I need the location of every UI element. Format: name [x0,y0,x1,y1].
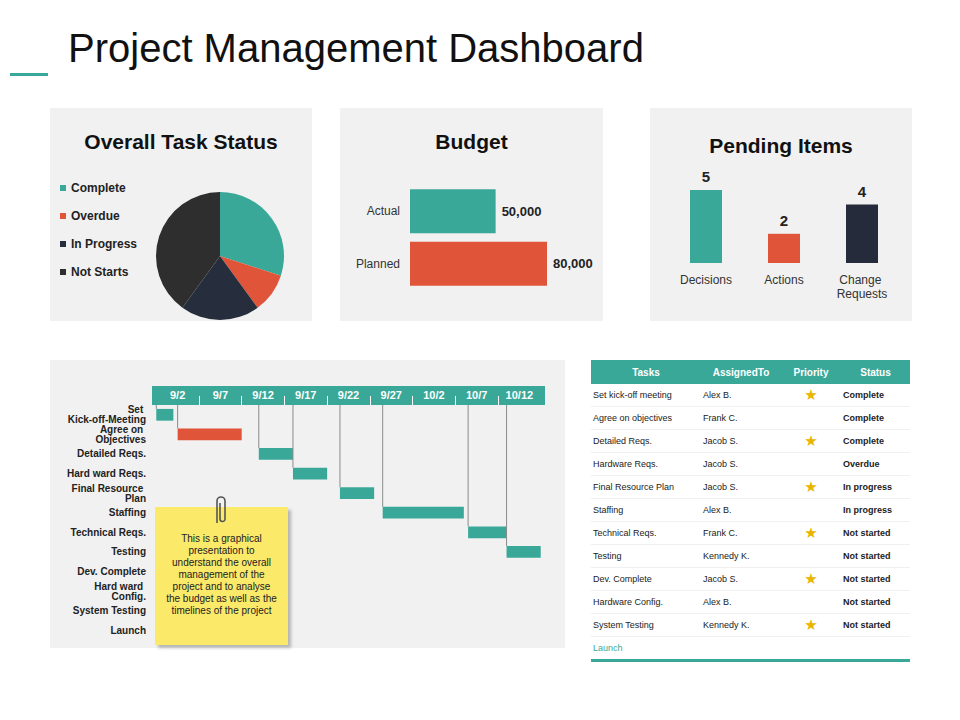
svg-text:In Progress: In Progress [71,237,137,251]
svg-text:80,000: 80,000 [553,256,593,271]
html-text:Not started: Not started [843,620,891,630]
html-text:Agree on objectives: Agree on objectives [593,413,673,423]
html-text:Dev. Complete: Dev. Complete [593,574,652,584]
svg-text:9/12: 9/12 [252,389,273,401]
svg-text:Technical Reqs.: Technical Reqs. [71,527,147,538]
html-text:In progress: In progress [843,482,892,492]
svg-text:Final Resource: Final Resource [71,482,146,494]
svg-text:Change: Change [839,273,884,287]
html-text:Jacob S.: Jacob S. [703,574,738,584]
html-text:AssignedTo: AssignedTo [712,366,770,378]
html-text:Priority: Priority [793,366,829,378]
html-text:Detailed Reqs.: Detailed Reqs. [593,436,652,446]
html-text:Alex B.: Alex B. [703,505,732,515]
html-text:System Testing: System Testing [593,620,654,630]
svg-text:Detailed Reqs.: Detailed Reqs. [77,448,146,459]
html-text:Not started: Not started [843,597,891,607]
svg-text:Actions: Actions [764,273,803,287]
html-text:This is a graphical presentati: This is a graphical presentation to unde… [166,533,277,616]
html-text:Tasks: Tasks [632,366,660,378]
svg-text:Hard ward: Hard ward [94,580,146,592]
html-text:Hardware Reqs.: Hardware Reqs. [593,459,658,469]
svg-text:Decisions: Decisions [680,273,732,287]
svg-text:Agree on: Agree on [99,423,146,435]
svg-text:50,000: 50,000 [502,204,542,219]
html-text:Project Management Dashboard: Project Management Dashboard [68,26,644,70]
svg-text:Plan: Plan [125,493,146,504]
html-text:Kennedy K.: Kennedy K. [703,551,750,561]
html-text:Final Resource Plan: Final Resource Plan [593,482,674,492]
svg-text:Overdue: Overdue [71,209,120,223]
svg-text:Not Starts: Not Starts [71,265,129,279]
html-text:Overall Task Status: Overall Task Status [84,130,278,153]
svg-text:9/2: 9/2 [170,389,185,401]
svg-text:System Testing: System Testing [73,605,146,616]
html-text:Launch: Launch [593,643,623,653]
svg-text:9/17: 9/17 [295,389,316,401]
svg-text:Dev. Complete: Dev. Complete [77,566,146,577]
html-text:Hardware Config.: Hardware Config. [593,597,663,607]
svg-text:Objectives: Objectives [95,434,146,445]
svg-text:Hard ward Reqs.: Hard ward Reqs. [67,468,146,479]
html-text:Complete: Complete [843,413,884,423]
html-text:Set kick-off meeting: Set kick-off meeting [593,390,672,400]
svg-text:Config.: Config. [112,591,147,602]
html-text:Pending Items: Pending Items [709,134,853,157]
html-text:Technical Reqs.: Technical Reqs. [593,528,657,538]
svg-text:Staffing: Staffing [109,507,146,518]
svg-text:Set: Set [127,404,146,416]
html-text:Budget: Budget [435,130,508,153]
html-text:Complete: Complete [843,390,884,400]
html-text:Not started: Not started [843,551,891,561]
svg-text:9/22: 9/22 [338,389,359,401]
html-text:In progress: In progress [843,505,892,515]
svg-text:Planned: Planned [356,257,400,271]
html-text:Complete: Complete [843,436,884,446]
svg-text:Complete: Complete [71,181,126,195]
html-text:Frank C.: Frank C. [703,528,738,538]
html-text:Alex B.: Alex B. [703,390,732,400]
html-text:Not started: Not started [843,528,891,538]
html-text:Testing: Testing [593,551,622,561]
html-text:Jacob S.: Jacob S. [703,459,738,469]
svg-text:10/7: 10/7 [466,389,487,401]
svg-text:Launch: Launch [110,625,146,636]
svg-text:Requests: Requests [837,287,888,301]
html-text:Kennedy K.: Kennedy K. [703,620,750,630]
svg-text:2: 2 [780,212,788,229]
html-text:Jacob S.: Jacob S. [703,436,738,446]
svg-text:4: 4 [858,183,867,200]
svg-text:10/2: 10/2 [423,389,444,401]
svg-text:Testing: Testing [111,546,146,557]
html-text:Not started: Not started [843,574,891,584]
html-text:Alex B.: Alex B. [703,597,732,607]
html-text:Overdue: Overdue [843,459,880,469]
svg-text:9/27: 9/27 [381,389,402,401]
svg-text:10/12: 10/12 [506,389,534,401]
html-text:Jacob S.: Jacob S. [703,482,738,492]
html-text:Frank C.: Frank C. [703,413,738,423]
svg-text:Kick-off-Meeting: Kick-off-Meeting [67,414,146,426]
html-text:Staffing: Staffing [593,505,624,515]
svg-text:Actual: Actual [367,204,400,218]
html-text:Status: Status [860,366,891,378]
svg-text:5: 5 [702,168,710,185]
svg-text:9/7: 9/7 [213,389,228,401]
